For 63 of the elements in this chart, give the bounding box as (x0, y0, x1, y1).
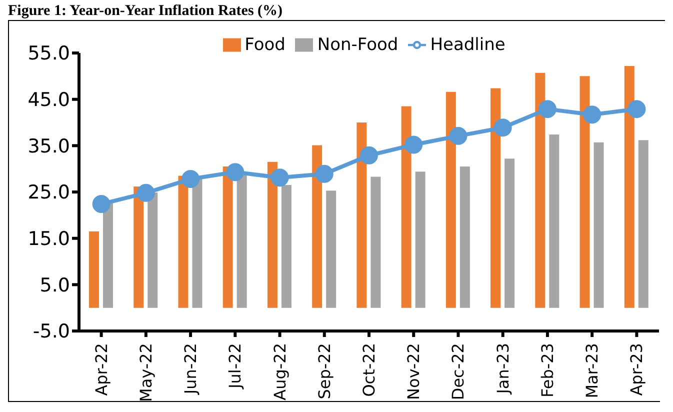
x-tick-label: Oct-22 (360, 343, 378, 397)
bar (638, 140, 648, 308)
x-tick-label: Jan-23 (493, 343, 512, 395)
x-tick-label: Dec-22 (448, 343, 468, 400)
bar (594, 142, 604, 308)
bar (326, 190, 336, 308)
x-tick-label: Nov-22 (404, 343, 424, 400)
y-tick-label: 45.0 (28, 89, 70, 112)
bar (535, 72, 546, 308)
bar (312, 145, 322, 308)
bar (549, 134, 560, 308)
x-tick-label: Apr-23 (627, 343, 646, 396)
y-tick-label: 5.0 (40, 274, 70, 296)
point (270, 168, 289, 187)
y-tick-label: 25.0 (28, 182, 70, 204)
bar (356, 122, 367, 308)
bar (267, 162, 278, 308)
point (538, 100, 556, 118)
x-tick-label: Jun-22 (181, 343, 200, 396)
y-tick-label: 35.0 (28, 135, 70, 158)
y-tick-label: -5.0 (32, 320, 70, 343)
y-tick-label: 55.0 (28, 42, 70, 65)
point (315, 164, 334, 183)
point (449, 126, 468, 145)
bar (624, 66, 634, 308)
bar (401, 106, 412, 308)
legend-label: Non-Food (317, 35, 398, 55)
legend-label: Food (244, 35, 286, 55)
bar (446, 92, 456, 308)
bar (148, 192, 158, 308)
point (360, 146, 378, 164)
bar (460, 166, 470, 308)
bar (222, 166, 233, 308)
point (628, 100, 646, 118)
bar (281, 185, 292, 308)
bar (504, 158, 515, 308)
point (404, 136, 423, 154)
chart-title: Figure 1: Year-on-Year Inflation Rates (%) (8, 2, 665, 21)
bar (178, 176, 188, 308)
point (226, 163, 244, 182)
x-tick-label: Aug-22 (270, 343, 290, 400)
x-tick-label: Feb-23 (538, 343, 557, 398)
x-tick-label: Sep-22 (314, 343, 334, 400)
x-tick-label: May-22 (136, 343, 156, 402)
x-tick-label: Mar-23 (582, 343, 602, 398)
bar (192, 178, 202, 308)
bar (580, 76, 590, 308)
point (92, 195, 110, 214)
bar (236, 173, 247, 308)
legend-label: Headline (430, 35, 506, 55)
bar (370, 176, 381, 308)
point (494, 118, 512, 137)
x-tick-label: Jul-22 (226, 343, 245, 390)
bar (103, 202, 113, 308)
point (182, 170, 200, 188)
bar (490, 88, 501, 308)
point (583, 106, 602, 124)
bar (415, 172, 426, 308)
bar (89, 231, 99, 308)
y-tick-label: 15.0 (28, 228, 70, 250)
point (136, 184, 155, 202)
bar (134, 186, 144, 308)
x-tick-label: Apr-22 (92, 343, 111, 396)
